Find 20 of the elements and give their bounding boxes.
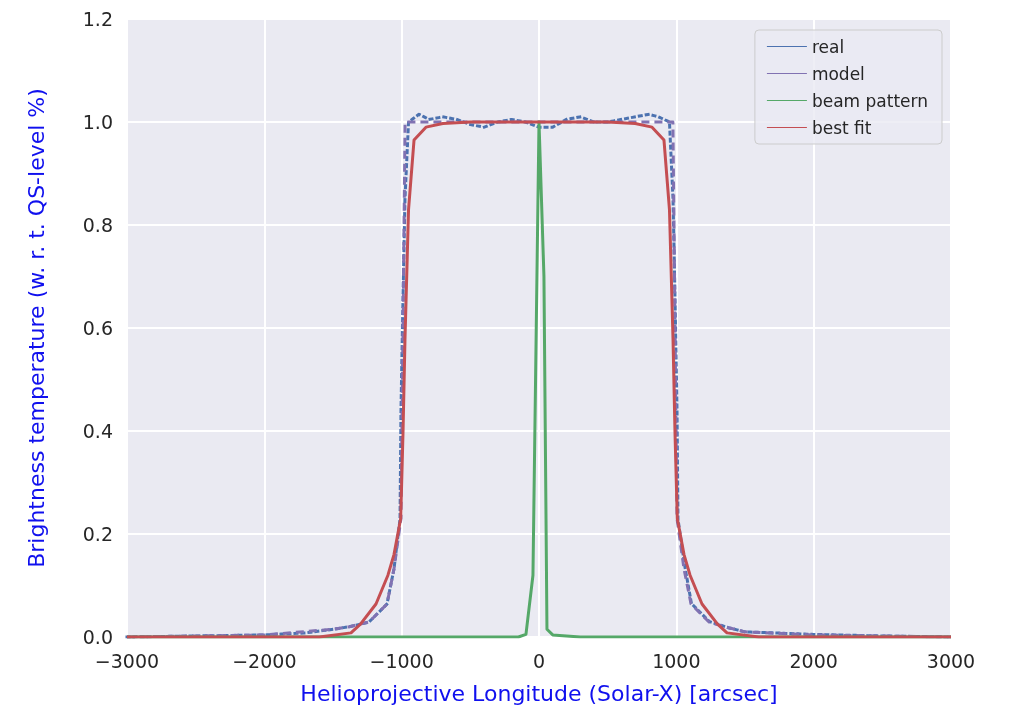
y-tick-label: 1.2 bbox=[82, 8, 113, 30]
x-tick-label: 1000 bbox=[652, 649, 701, 672]
legend-label: beam pattern bbox=[811, 90, 929, 111]
y-axis-title: Brightness temperature (w. r. t. QS-level %) bbox=[23, 88, 49, 568]
x-tick-label: 0 bbox=[532, 649, 546, 672]
legend-label: best fit bbox=[811, 117, 872, 138]
y-tick-label: 0.6 bbox=[82, 317, 113, 339]
x-tick-label: −3000 bbox=[94, 649, 160, 672]
x-tick-label: 2000 bbox=[789, 649, 838, 672]
x-tick-label: −2000 bbox=[232, 649, 297, 672]
x-tick-label: 3000 bbox=[926, 649, 976, 672]
legend-label: real bbox=[811, 36, 845, 57]
x-tick-label: −1000 bbox=[369, 649, 434, 672]
x-axis-title: Helioprojective Longitude (Solar-X) [arcsec] bbox=[300, 680, 778, 706]
y-tick-label: 0.0 bbox=[82, 626, 113, 648]
y-tick-label: 1.0 bbox=[82, 111, 113, 133]
legend-label: model bbox=[811, 63, 865, 84]
y-tick-label: 0.2 bbox=[82, 523, 113, 545]
y-tick-label: 0.4 bbox=[82, 420, 113, 442]
y-tick-label: 0.8 bbox=[82, 214, 113, 236]
